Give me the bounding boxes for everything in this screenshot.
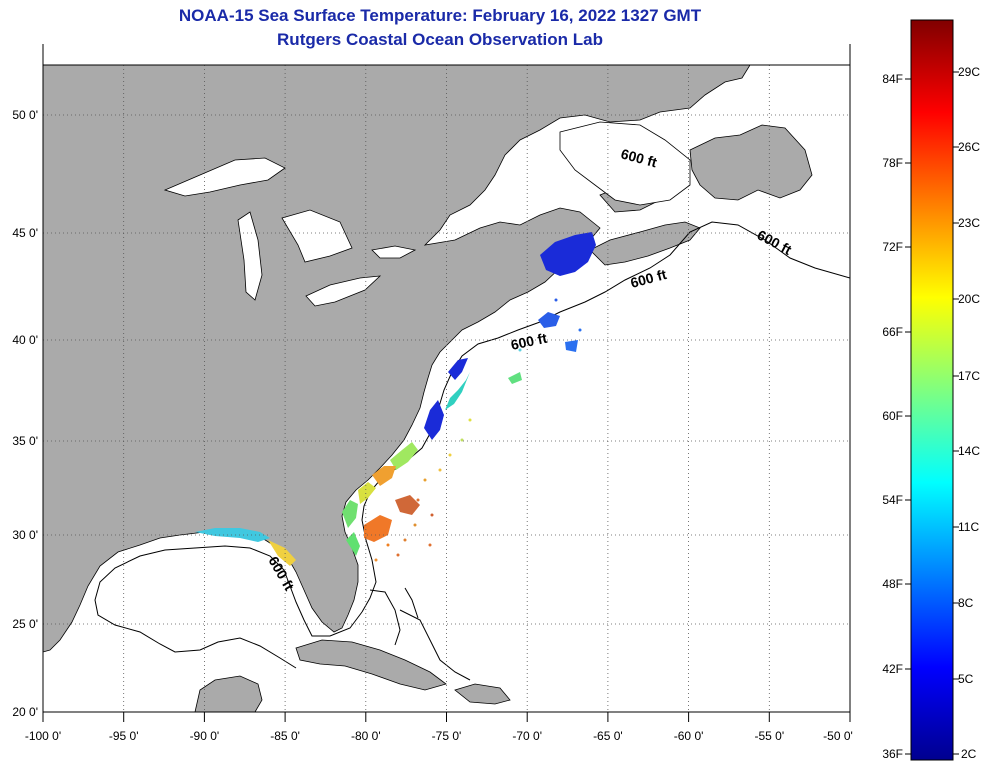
colorbar-label-c: 26C: [958, 140, 980, 154]
lon-label: -90 0': [190, 729, 220, 743]
lat-label: 30 0': [12, 528, 38, 542]
depth-contour-600ft: [94, 221, 850, 681]
colorbar-label-c: 20C: [958, 292, 980, 306]
colorbar-label-c: 23C: [958, 216, 980, 230]
lat-axis: 20 0' 25 0' 30 0' 35 0' 40 0' 45 0' 50 0…: [12, 108, 38, 719]
colorbar-label-f: 66F: [882, 325, 903, 339]
graticule: [43, 65, 850, 712]
lat-label: 40 0': [12, 333, 38, 347]
colorbar-c-labels: 2C 5C 8C 11C 14C 17C 20C 23C 26C 29C: [958, 65, 980, 761]
colorbar-label-c: 5C: [958, 672, 974, 686]
colorbar: [910, 19, 954, 761]
lon-label: -95 0': [109, 729, 139, 743]
lon-label: -75 0': [432, 729, 462, 743]
colorbar-label-f: 78F: [882, 156, 903, 170]
colorbar-label-f: 48F: [882, 577, 903, 591]
colorbar-label-f: 84F: [882, 72, 903, 86]
sst-data: [195, 232, 596, 566]
lon-label: -85 0': [270, 729, 300, 743]
colorbar-label-f: 72F: [882, 240, 903, 254]
colorbar-label-c: 2C: [961, 747, 977, 761]
lat-label: 25 0': [12, 617, 38, 631]
map-title: NOAA-15 Sea Surface Temperature: Februar…: [178, 6, 702, 25]
lat-label: 50 0': [12, 108, 38, 122]
gulf-st-lawrence: [559, 121, 691, 206]
colorbar-label-f: 60F: [882, 409, 903, 423]
lon-axis: -100 0' -95 0' -90 0' -85 0' -80 0' -75 …: [25, 729, 853, 743]
lon-label: -65 0': [593, 729, 623, 743]
lat-label: 45 0': [12, 226, 38, 240]
contour-label-4: 600 ft: [509, 330, 548, 353]
colorbar-label-c: 17C: [958, 369, 980, 383]
lat-label: 20 0': [12, 705, 38, 719]
lon-label: -50 0': [823, 729, 853, 743]
colorbar-label-c: 8C: [958, 596, 974, 610]
lon-label: -55 0': [754, 729, 784, 743]
lon-label: -70 0': [512, 729, 542, 743]
lon-label: -100 0': [25, 729, 61, 743]
lon-label: -80 0': [351, 729, 381, 743]
lat-label: 35 0': [12, 434, 38, 448]
lon-label: -60 0': [674, 729, 704, 743]
colorbar-label-c: 11C: [958, 520, 979, 534]
colorbar-f-labels: 36F 42F 48F 54F 60F 66F 72F 78F 84F: [882, 72, 903, 761]
great-lakes: [163, 157, 417, 307]
colorbar-label-c: 14C: [958, 444, 980, 458]
sst-scatter: [374, 298, 582, 562]
frame-ticks: [42, 44, 851, 722]
colorbar-label-f: 42F: [882, 662, 903, 676]
colorbar-label-f: 36F: [882, 747, 903, 761]
colorbar-label-f: 54F: [882, 493, 903, 507]
colorbar-label-c: 29C: [958, 65, 980, 79]
colorbar-ticks: [905, 71, 959, 755]
map-subtitle: Rutgers Coastal Ocean Observation Lab: [277, 30, 603, 49]
